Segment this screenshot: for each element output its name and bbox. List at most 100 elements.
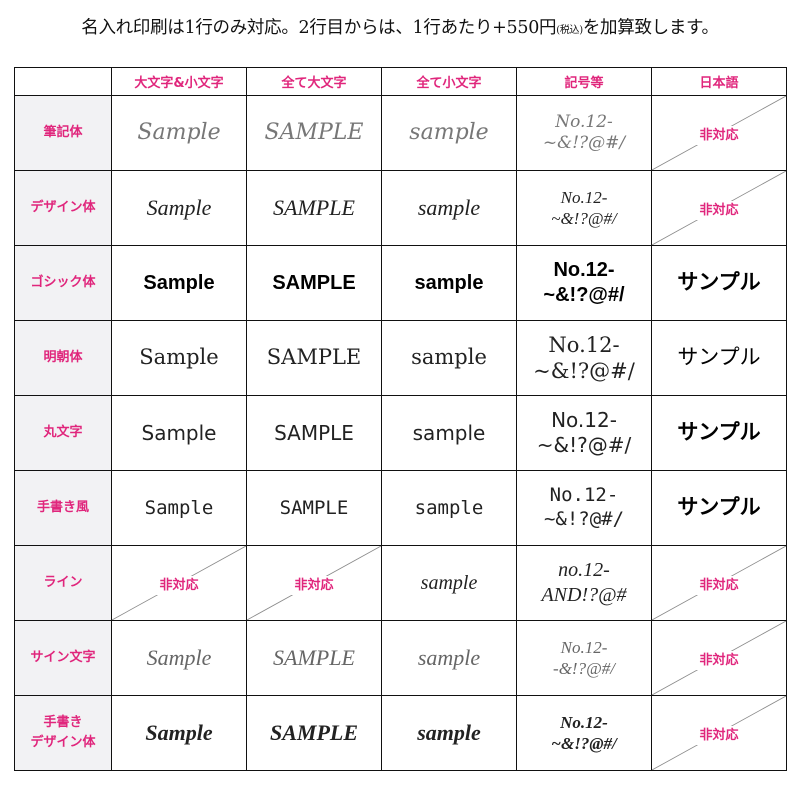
row-label-line: 手書き風 — [36, 499, 89, 515]
sample-cell-symbols: No.12- ~&!?@#/ — [516, 95, 652, 171]
row-label-line: 明朝体 — [43, 349, 83, 365]
sample-cell: サンプル — [651, 470, 787, 546]
sample-text: sample — [414, 272, 484, 294]
sample-text-line: No.12- — [551, 408, 617, 432]
row-label-line: デザイン体 — [30, 735, 96, 750]
column-header — [14, 67, 112, 96]
row-label: 手書き風 — [14, 470, 112, 546]
unsupported-label: 非対応 — [290, 575, 338, 595]
row-label-line: 筆記体 — [43, 124, 83, 140]
column-header: 大文字&小文字 — [111, 67, 247, 96]
sample-cell: Sample — [111, 170, 247, 246]
header-row: 大文字&小文字 全て大文字 全て小文字 記号等 日本語 — [14, 67, 787, 96]
sample-text: SAMPLE — [266, 345, 362, 370]
sample-text-line: No.12- — [553, 259, 615, 281]
sample-text: sample — [411, 345, 487, 370]
font-sample-table: 大文字&小文字 全て大文字 全て小文字 記号等 日本語 筆記体 Sample SAMPLE s… — [14, 67, 787, 771]
sample-text-line: no.12- — [558, 559, 610, 581]
table-row: デザイン体 Sample SAMPLE sample No.12- ~&!?@#/ 非対応 — [14, 170, 787, 246]
sample-text: SAMPLE — [264, 119, 364, 145]
row-label-line: ライン — [43, 574, 83, 590]
sample-cell: Sample — [111, 395, 247, 471]
table-row: 明朝体 Sample SAMPLE sample No.12- ~&!?@#/ サンプル — [14, 320, 787, 396]
table-row: 筆記体 Sample SAMPLE sample No.12- ~&!?@#/ 非対応 — [14, 95, 787, 171]
sample-text: sample — [409, 119, 489, 145]
unsupported-label: 非対応 — [695, 575, 743, 595]
sample-text: sample — [417, 644, 481, 670]
sample-text: sample — [417, 194, 481, 220]
sample-cell: SAMPLE — [246, 320, 382, 396]
notice-title: 名入れ印刷は1行のみ対応。2行目からは、1行あたり+550円(税込)を加算致しま… — [0, 14, 800, 39]
unsupported-cell: 非対応 — [111, 545, 247, 621]
sample-text: sample — [420, 572, 478, 594]
unsupported-cell: 非対応 — [651, 95, 787, 171]
sample-cell-symbols: No.12- ~&!?@#/ — [516, 395, 652, 471]
row-label-line: サイン文字 — [30, 649, 96, 665]
sample-text-line: No.12- — [560, 712, 608, 732]
notice-tail: を加算致します。 — [582, 18, 719, 38]
table-row: サイン文字 Sample SAMPLE sample No.12- -&!?@#/ 非対応 — [14, 620, 787, 696]
unsupported-cell: 非対応 — [651, 695, 787, 771]
sample-cell: SAMPLE — [246, 170, 382, 246]
sample-cell: sample — [381, 245, 517, 321]
sample-cell-symbols: No.12- ~&!?@#/ — [516, 245, 652, 321]
sample-text: sample — [417, 719, 481, 745]
sample-text-line: No.12- — [549, 484, 619, 507]
sample-cell-symbols: no.12- AND!?@# — [516, 545, 652, 621]
unsupported-cell: 非対応 — [246, 545, 382, 621]
unsupported-label: 非対応 — [695, 725, 743, 745]
row-label: ライン — [14, 545, 112, 621]
sample-text-line: ~&!?@#/ — [551, 209, 617, 228]
sample-text-line: -&!?@#/ — [553, 659, 615, 678]
unsupported-label: 非対応 — [695, 125, 743, 145]
sample-text: Sample — [141, 421, 217, 445]
sample-text: SAMPLE — [274, 421, 354, 445]
sample-text: Sample — [137, 119, 221, 145]
sample-text-line: ~&!?@#/ — [533, 359, 635, 383]
sample-cell: サンプル — [651, 245, 787, 321]
notice-main: 名入れ印刷は1行のみ対応。2行目からは、1行あたり+550円 — [81, 18, 557, 38]
sample-cell: SAMPLE — [246, 695, 382, 771]
sample-cell: Sample — [111, 470, 247, 546]
sample-text-line: ~&!?@#/ — [542, 133, 626, 153]
sample-cell: sample — [381, 620, 517, 696]
sample-text: SAMPLE — [272, 272, 356, 294]
sample-cell-symbols: No.12- ~&!?@#/ — [516, 320, 652, 396]
column-header: 全て小文字 — [381, 67, 517, 96]
sample-text: Sample — [145, 719, 213, 745]
sample-text-line: No.12- — [555, 111, 613, 132]
sample-text: SAMPLE — [273, 644, 355, 670]
sample-cell: sample — [381, 395, 517, 471]
row-label: 丸文字 — [14, 395, 112, 471]
sample-cell: SAMPLE — [246, 620, 382, 696]
row-label: 明朝体 — [14, 320, 112, 396]
sample-cell: sample — [381, 320, 517, 396]
sample-cell: Sample — [111, 620, 247, 696]
unsupported-label: 非対応 — [695, 650, 743, 670]
sample-text: サンプル — [677, 495, 761, 520]
sample-text-line: ~&!?@#/ — [536, 433, 632, 457]
unsupported-cell: 非対応 — [651, 545, 787, 621]
row-label: ゴシック体 — [14, 245, 112, 321]
sample-text: sample — [412, 421, 486, 445]
sample-cell: sample — [381, 695, 517, 771]
sample-cell-symbols: No.12- ~&!?@#/ — [516, 170, 652, 246]
sample-cell: sample — [381, 95, 517, 171]
sample-cell: Sample — [111, 695, 247, 771]
row-label: 手書き デザイン体 — [14, 695, 112, 771]
table-row: ライン 非対応 非対応 sample no.12- AND!?@# 非対応 — [14, 545, 787, 621]
row-label-line: 手書き — [43, 714, 83, 730]
sample-text-line: ~&!?@#/ — [543, 508, 625, 530]
sample-text: SAMPLE — [273, 194, 355, 220]
sample-text-line: ~&!?@#/ — [551, 734, 617, 753]
sample-cell: SAMPLE — [246, 245, 382, 321]
column-header: 記号等 — [516, 67, 652, 96]
row-label: デザイン体 — [14, 170, 112, 246]
sample-cell: sample — [381, 545, 517, 621]
column-header: 全て大文字 — [246, 67, 382, 96]
table-row: 手書き風 Sample SAMPLE sample No.12- ~&!?@#/ サンプル — [14, 470, 787, 546]
sample-cell: sample — [381, 170, 517, 246]
sample-text-line: No.12- — [548, 332, 620, 357]
sample-text: Sample — [143, 272, 215, 294]
sample-text: Sample — [144, 496, 214, 519]
